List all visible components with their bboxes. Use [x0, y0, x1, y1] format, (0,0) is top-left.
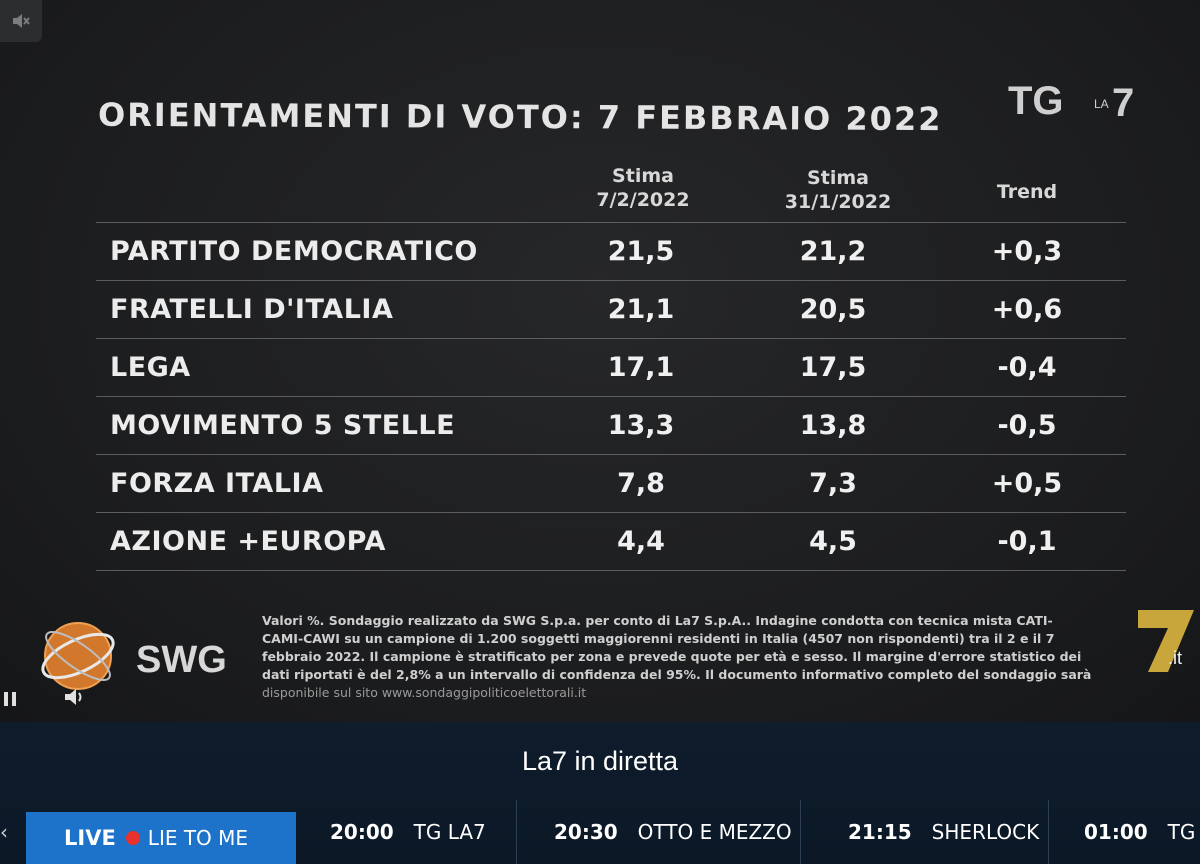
logo-tg-text: TG: [1008, 79, 1064, 122]
tg-la7-logo: TG LA 7: [1008, 79, 1134, 122]
value-trend: +0,3: [991, 236, 1063, 267]
value-trend: -0,5: [997, 410, 1057, 441]
value-current: 13,3: [607, 410, 675, 441]
note-line: Valori %. Sondaggio realizzato da SWG S.…: [262, 613, 1053, 628]
party-name: LEGA: [110, 352, 191, 383]
value-trend: -0,4: [997, 352, 1057, 383]
swg-logo: SWG: [41, 622, 227, 690]
slot-program: TG LA7: [413, 820, 486, 844]
slot-time: 21:15: [848, 820, 912, 844]
chevron-left-icon[interactable]: ‹: [0, 820, 8, 844]
value-trend: +0,5: [991, 468, 1063, 499]
logo-la-text: LA: [1094, 97, 1109, 111]
schedule-divider: [1048, 800, 1049, 864]
speaker-muted-icon: [13, 14, 30, 28]
volume-icon[interactable]: [62, 686, 88, 708]
live-now-button[interactable]: LIVE LIE TO ME: [26, 812, 296, 864]
note-line: dati riportati è del 2,8% a un intervall…: [262, 667, 1092, 682]
table-row: MOVIMENTO 5 STELLE 13,3 13,8 -0,5: [96, 396, 1126, 454]
table-row: LEGA 17,1 17,5 -0,4: [96, 338, 1126, 396]
schedule-divider: [800, 800, 801, 864]
schedule-slot[interactable]: 01:00 TG L: [1084, 812, 1200, 852]
schedule-divider: [516, 800, 517, 864]
party-name: PARTITO DEMOCRATICO: [110, 236, 478, 267]
swg-logo-text: SWG: [136, 639, 227, 681]
column-header-current: Stima 7/2/2022: [568, 164, 718, 212]
poll-title: ORIENTAMENTI DI VOTO: 7 FEBBRAIO 2022: [97, 95, 943, 139]
value-previous: 21,2: [799, 236, 867, 267]
la7-it-text: .it: [1168, 648, 1182, 668]
poll-table: PARTITO DEMOCRATICO 21,5 21,2 +0,3 FRATE…: [96, 222, 1126, 571]
column-header-current-line2: 7/2/2022: [596, 189, 690, 211]
value-trend: -0,1: [997, 526, 1057, 557]
table-row: FRATELLI D'ITALIA 21,1 20,5 +0,6: [96, 280, 1126, 338]
slot-time: 20:00: [330, 820, 394, 844]
logo-7-text: 7: [1112, 81, 1134, 122]
value-current: 21,5: [607, 236, 675, 267]
value-current: 17,1: [607, 352, 675, 383]
value-current: 4,4: [617, 526, 665, 557]
slot-program: OTTO E MEZZO: [637, 820, 792, 844]
party-name: FRATELLI D'ITALIA: [110, 294, 394, 325]
schedule-slot[interactable]: 20:00 TG LA7: [330, 812, 486, 852]
value-previous: 13,8: [799, 410, 867, 441]
value-previous: 20,5: [799, 294, 867, 325]
live-program: LIE TO ME: [147, 826, 249, 850]
video-screen[interactable]: ORIENTAMENTI DI VOTO: 7 FEBBRAIO 2022 TG…: [0, 0, 1200, 722]
value-trend: +0,6: [991, 294, 1063, 325]
table-row: FORZA ITALIA 7,8 7,3 +0,5: [96, 454, 1126, 512]
value-previous: 7,3: [809, 468, 857, 499]
slot-time: 20:30: [554, 820, 618, 844]
slot-time: 01:00: [1084, 820, 1148, 844]
live-dot-icon: [125, 831, 140, 845]
note-line: CAMI-CAWI su un campione di 1.200 sogget…: [262, 631, 1055, 646]
mute-button[interactable]: [0, 0, 42, 42]
live-label: LIVE: [64, 826, 116, 850]
column-header-trend-line1: Trend: [996, 181, 1058, 203]
slot-program: TG L: [1167, 820, 1200, 844]
column-header-previous-line1: Stima: [807, 167, 869, 189]
pause-icon[interactable]: [2, 690, 18, 708]
value-current: 21,1: [607, 294, 675, 325]
table-row: AZIONE +EUROPA 4,4 4,5 -0,1: [96, 512, 1126, 571]
slot-program: SHERLOCK: [931, 820, 1040, 844]
note-line: disponibile sul sito www.sondaggipolitic…: [262, 685, 587, 700]
schedule-slot[interactable]: 21:15 SHERLOCK: [848, 812, 1039, 852]
value-current: 7,8: [617, 468, 665, 499]
party-name: AZIONE +EUROPA: [110, 526, 386, 557]
schedule-slot[interactable]: 20:30 OTTO E MEZZO: [554, 812, 792, 852]
methodology-note: Valori %. Sondaggio realizzato da SWG S.…: [262, 612, 1132, 702]
channel-live-title: La7 in diretta: [521, 746, 679, 776]
column-header-previous-line2: 31/1/2022: [784, 191, 892, 213]
party-name: MOVIMENTO 5 STELLE: [110, 410, 456, 441]
table-row: PARTITO DEMOCRATICO 21,5 21,2 +0,3: [96, 222, 1126, 280]
column-header-previous: Stima 31/1/2022: [758, 166, 918, 214]
value-previous: 17,5: [799, 352, 867, 383]
note-line: febbraio 2022. Il campione è stratificat…: [262, 649, 1082, 664]
party-name: FORZA ITALIA: [110, 468, 324, 499]
column-header-trend: Trend: [962, 180, 1092, 204]
la7-it-logo: .it: [1138, 610, 1194, 672]
value-previous: 4,5: [809, 526, 857, 557]
column-header-current-line1: Stima: [612, 165, 674, 187]
